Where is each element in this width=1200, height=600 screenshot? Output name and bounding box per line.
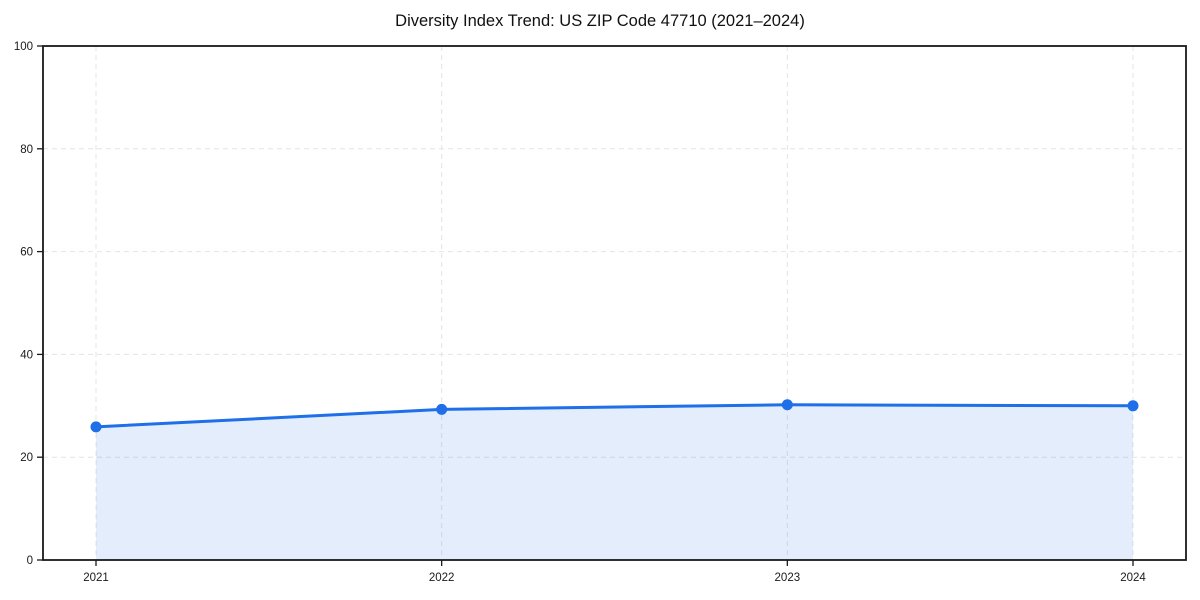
y-tick-label: 60 xyxy=(20,247,33,259)
chart-title: Diversity Index Trend: US ZIP Code 47710… xyxy=(395,12,805,30)
trend-line xyxy=(94,403,1135,429)
y-tick-label: 40 xyxy=(20,349,33,361)
plot-border xyxy=(42,45,1187,561)
data-point-2022 xyxy=(436,403,448,415)
y-tick-label: 80 xyxy=(20,144,33,156)
data-point-2023 xyxy=(781,399,793,411)
y-tick-label: 20 xyxy=(20,452,33,464)
data-point-2021 xyxy=(90,421,102,433)
x-tick-label: 2021 xyxy=(83,572,109,584)
x-tick-label: 2022 xyxy=(429,572,455,584)
y-tick-label: 0 xyxy=(27,555,33,567)
x-tick-label: 2023 xyxy=(775,572,801,584)
data-point-2024 xyxy=(1127,400,1139,412)
y-tick-label: 100 xyxy=(14,41,33,53)
x-tick-label: 2024 xyxy=(1120,572,1146,584)
area-fill xyxy=(96,404,1133,560)
